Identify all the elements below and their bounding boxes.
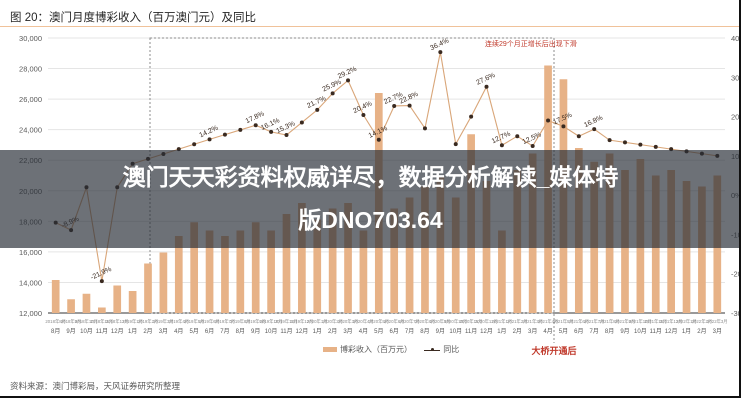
svg-text:2月: 2月 <box>513 328 522 335</box>
svg-text:36.4%: 36.4% <box>429 37 450 52</box>
svg-text:8月: 8月 <box>605 328 614 335</box>
svg-text:6月: 6月 <box>205 328 214 335</box>
svg-text:4月: 4月 <box>543 328 552 335</box>
svg-text:5月: 5月 <box>374 328 383 335</box>
svg-text:7月: 7月 <box>405 328 414 335</box>
svg-text:1月: 1月 <box>497 328 506 335</box>
svg-text:11月: 11月 <box>96 328 108 335</box>
svg-text:9月: 9月 <box>620 328 629 335</box>
svg-text:2022年3月: 2022年3月 <box>707 318 728 325</box>
svg-text:30%: 30% <box>731 73 741 82</box>
svg-text:11月: 11月 <box>650 328 662 335</box>
svg-text:4月: 4月 <box>174 328 183 335</box>
svg-text:12月: 12月 <box>480 328 493 335</box>
svg-text:11月: 11月 <box>465 328 477 335</box>
svg-text:7月: 7月 <box>590 328 599 335</box>
svg-text:12.5%: 12.5% <box>522 131 543 146</box>
svg-text:2月: 2月 <box>143 328 152 335</box>
svg-text:12月: 12月 <box>665 328 678 335</box>
svg-text:28,000: 28,000 <box>19 65 42 74</box>
svg-text:12月: 12月 <box>296 328 309 335</box>
svg-text:12月: 12月 <box>111 328 124 335</box>
svg-text:9月: 9月 <box>436 328 445 335</box>
svg-text:11月: 11月 <box>280 328 292 335</box>
svg-text:3月: 3月 <box>713 328 722 335</box>
svg-text:4月: 4月 <box>359 328 368 335</box>
svg-text:8月: 8月 <box>420 328 429 335</box>
svg-text:25.9%: 25.9% <box>322 79 343 94</box>
svg-text:8月: 8月 <box>51 328 60 335</box>
svg-text:26,000: 26,000 <box>19 95 42 104</box>
svg-text:6月: 6月 <box>574 328 583 335</box>
svg-text:2月: 2月 <box>697 328 706 335</box>
svg-text:10月: 10月 <box>265 328 278 335</box>
svg-text:10月: 10月 <box>634 328 647 335</box>
svg-text:3月: 3月 <box>159 328 168 335</box>
svg-text:17.8%: 17.8% <box>245 110 266 125</box>
svg-text:9月: 9月 <box>66 328 75 335</box>
svg-text:10月: 10月 <box>80 328 93 335</box>
svg-text:-20%: -20% <box>731 270 741 279</box>
svg-text:1月: 1月 <box>128 328 137 335</box>
svg-text:5月: 5月 <box>559 328 568 335</box>
svg-text:16.8%: 16.8% <box>583 114 604 129</box>
svg-text:14,000: 14,000 <box>19 278 42 287</box>
svg-text:2月: 2月 <box>328 328 337 335</box>
svg-text:40%: 40% <box>731 34 741 43</box>
svg-text:6月: 6月 <box>390 328 399 335</box>
svg-text:10月: 10月 <box>449 328 462 335</box>
svg-text:24,000: 24,000 <box>19 126 42 135</box>
svg-text:7月: 7月 <box>220 328 229 335</box>
svg-text:-30%: -30% <box>731 309 741 318</box>
svg-text:27.6%: 27.6% <box>475 72 496 87</box>
svg-text:3月: 3月 <box>528 328 537 335</box>
svg-text:5月: 5月 <box>189 328 198 335</box>
svg-text:21.7%: 21.7% <box>306 95 327 110</box>
svg-text:1月: 1月 <box>313 328 322 335</box>
svg-text:16,000: 16,000 <box>19 248 42 257</box>
svg-text:20%: 20% <box>731 113 741 122</box>
svg-text:29.2%: 29.2% <box>337 66 358 81</box>
svg-text:9月: 9月 <box>251 328 260 335</box>
svg-text:1月: 1月 <box>682 328 691 335</box>
svg-text:30,000: 30,000 <box>19 34 42 43</box>
svg-text:8月: 8月 <box>236 328 245 335</box>
svg-text:12,000: 12,000 <box>19 309 42 318</box>
svg-text:连续29个月正增长后出现下滑: 连续29个月正增长后出现下滑 <box>485 39 577 48</box>
svg-text:3月: 3月 <box>343 328 352 335</box>
